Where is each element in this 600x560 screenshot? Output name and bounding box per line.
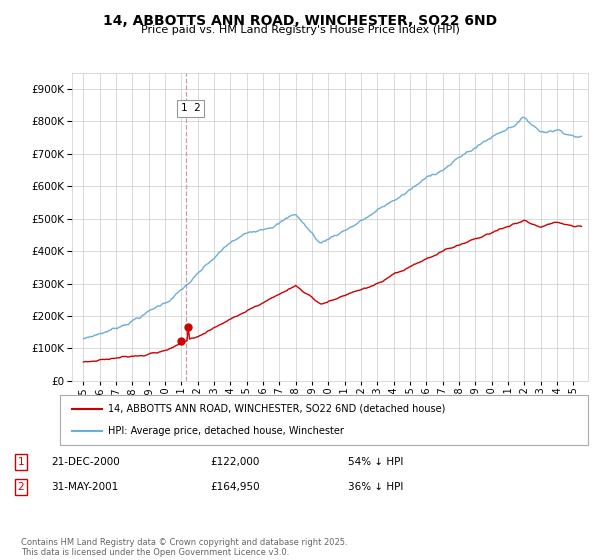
Text: 36% ↓ HPI: 36% ↓ HPI (348, 482, 403, 492)
Text: 31-MAY-2001: 31-MAY-2001 (51, 482, 118, 492)
Text: 21-DEC-2000: 21-DEC-2000 (51, 457, 120, 467)
Text: 54% ↓ HPI: 54% ↓ HPI (348, 457, 403, 467)
Text: 2: 2 (17, 482, 25, 492)
Text: £122,000: £122,000 (210, 457, 259, 467)
Text: 14, ABBOTTS ANN ROAD, WINCHESTER, SO22 6ND (detached house): 14, ABBOTTS ANN ROAD, WINCHESTER, SO22 6… (108, 404, 445, 414)
Text: 1: 1 (17, 457, 25, 467)
Text: HPI: Average price, detached house, Winchester: HPI: Average price, detached house, Winc… (108, 426, 344, 436)
Text: £164,950: £164,950 (210, 482, 260, 492)
Text: Price paid vs. HM Land Registry's House Price Index (HPI): Price paid vs. HM Land Registry's House … (140, 25, 460, 35)
Text: Contains HM Land Registry data © Crown copyright and database right 2025.
This d: Contains HM Land Registry data © Crown c… (21, 538, 347, 557)
Text: 1  2: 1 2 (181, 104, 200, 114)
Text: 14, ABBOTTS ANN ROAD, WINCHESTER, SO22 6ND: 14, ABBOTTS ANN ROAD, WINCHESTER, SO22 6… (103, 14, 497, 28)
